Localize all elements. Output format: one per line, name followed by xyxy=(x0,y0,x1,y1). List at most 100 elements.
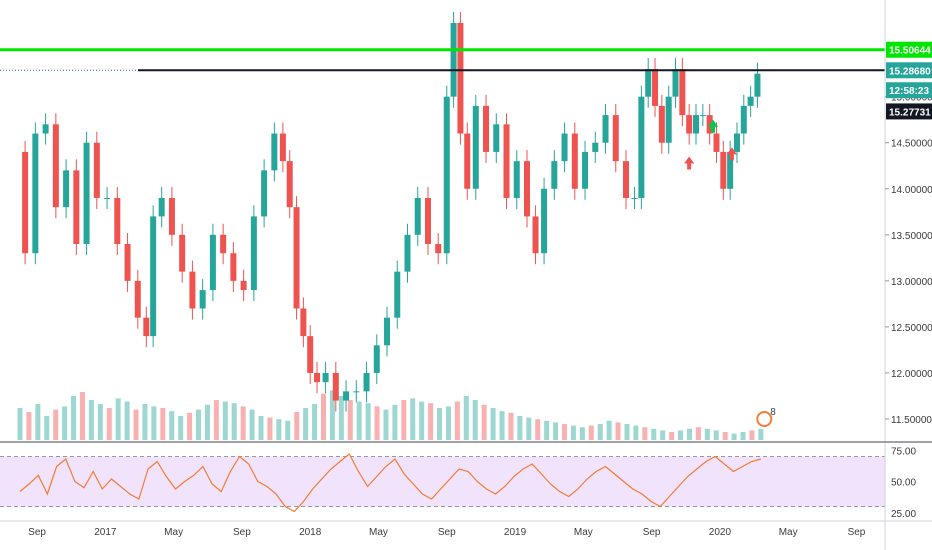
candle-body[interactable] xyxy=(720,151,727,189)
candle-body[interactable] xyxy=(261,170,268,217)
candle-body[interactable] xyxy=(472,105,479,189)
candle-body[interactable] xyxy=(307,336,314,373)
candle-body[interactable] xyxy=(404,234,411,272)
candle-body[interactable] xyxy=(686,115,693,134)
candle-body[interactable] xyxy=(394,271,401,318)
candle-body[interactable] xyxy=(73,170,80,245)
candle-body[interactable] xyxy=(740,105,747,134)
candle-body[interactable] xyxy=(209,234,216,291)
candle-body[interactable] xyxy=(42,124,49,134)
candle-body[interactable] xyxy=(286,161,293,208)
volume-bar xyxy=(517,416,523,440)
candle-body[interactable] xyxy=(332,372,339,401)
candle-body[interactable] xyxy=(672,69,679,97)
candle-body[interactable] xyxy=(450,23,457,97)
volume-bar xyxy=(356,401,362,440)
candle-body[interactable] xyxy=(493,124,500,152)
candle-body[interactable] xyxy=(300,308,307,337)
candle-body[interactable] xyxy=(602,115,609,143)
candle-body[interactable] xyxy=(443,96,450,254)
candle-body[interactable] xyxy=(363,372,370,392)
candle-body[interactable] xyxy=(322,372,329,383)
candle-body[interactable] xyxy=(158,197,165,217)
candle-body[interactable] xyxy=(561,133,568,162)
volume-bar xyxy=(142,404,148,440)
candle-body[interactable] xyxy=(384,317,391,346)
candle-body[interactable] xyxy=(457,23,464,134)
candle-body[interactable] xyxy=(150,216,157,337)
candle-body[interactable] xyxy=(754,73,761,97)
candle-body[interactable] xyxy=(32,133,39,254)
candle-body[interactable] xyxy=(532,216,539,254)
volume-bar xyxy=(535,419,541,440)
candle-body[interactable] xyxy=(652,69,659,106)
candle-body[interactable] xyxy=(513,161,520,198)
candle-layer[interactable] xyxy=(22,11,761,412)
candle-body[interactable] xyxy=(230,253,237,281)
candle-body[interactable] xyxy=(52,124,59,208)
volume-bar xyxy=(678,430,684,440)
candle-body[interactable] xyxy=(114,197,121,245)
candle-body[interactable] xyxy=(271,133,278,171)
candle-body[interactable] xyxy=(134,280,141,318)
candle-body[interactable] xyxy=(582,151,589,189)
candle-body[interactable] xyxy=(503,124,510,198)
candle-body[interactable] xyxy=(524,161,530,217)
candle-body[interactable] xyxy=(424,197,431,245)
candle-body[interactable] xyxy=(658,105,665,143)
candle-body[interactable] xyxy=(83,142,90,245)
rsi-tick-label: 25.00 xyxy=(891,509,916,520)
candle-body[interactable] xyxy=(733,133,740,152)
candle-body[interactable] xyxy=(706,115,713,134)
candle-body[interactable] xyxy=(631,197,638,199)
candle-body[interactable] xyxy=(179,234,186,272)
candle-body[interactable] xyxy=(665,96,672,143)
candle-body[interactable] xyxy=(592,142,599,152)
candle-body[interactable] xyxy=(22,151,29,254)
candle-body[interactable] xyxy=(612,115,619,162)
candle-body[interactable] xyxy=(483,105,490,152)
candle-body[interactable] xyxy=(250,216,257,291)
volume-bar xyxy=(365,403,371,440)
candle-body[interactable] xyxy=(199,290,206,309)
volume-bar xyxy=(437,408,443,440)
candle-body[interactable] xyxy=(551,161,558,189)
candle-body[interactable] xyxy=(143,317,150,337)
volume-bar xyxy=(615,422,621,440)
candle-body[interactable] xyxy=(189,271,196,309)
candle-body[interactable] xyxy=(293,207,300,309)
candle-body[interactable] xyxy=(240,280,247,291)
candle-body[interactable] xyxy=(93,142,100,198)
time-tick-label: 2019 xyxy=(504,527,527,538)
candle-body[interactable] xyxy=(104,197,111,199)
candle-body[interactable] xyxy=(353,391,360,393)
candle-body[interactable] xyxy=(713,133,720,152)
candle-body[interactable] xyxy=(414,197,421,235)
candle-body[interactable] xyxy=(571,133,578,189)
candle-body[interactable] xyxy=(220,234,227,254)
volume-bar xyxy=(71,396,77,440)
candle-body[interactable] xyxy=(373,345,380,373)
candle-body[interactable] xyxy=(168,197,175,235)
candle-body[interactable] xyxy=(343,391,350,401)
candle-body[interactable] xyxy=(464,133,471,189)
candle-body[interactable] xyxy=(693,115,699,134)
candle-body[interactable] xyxy=(314,372,321,383)
candle-body[interactable] xyxy=(63,170,70,208)
candle-body[interactable] xyxy=(623,161,630,198)
volume-bar xyxy=(749,430,755,440)
candle-body[interactable] xyxy=(541,188,548,254)
volume-bar xyxy=(169,411,175,440)
candle-body[interactable] xyxy=(638,96,645,198)
candle-body[interactable] xyxy=(124,244,131,281)
time-tick-label: Sep xyxy=(233,527,251,538)
candle-body[interactable] xyxy=(699,115,706,117)
candle-body[interactable] xyxy=(279,133,286,162)
candle-body[interactable] xyxy=(727,151,734,189)
horizontal-lines-layer[interactable] xyxy=(0,48,885,72)
candle-body[interactable] xyxy=(435,244,442,254)
volume-bar xyxy=(133,409,139,440)
candle-body[interactable] xyxy=(645,69,652,97)
candle-body[interactable] xyxy=(747,96,754,106)
candle-body[interactable] xyxy=(679,69,686,116)
